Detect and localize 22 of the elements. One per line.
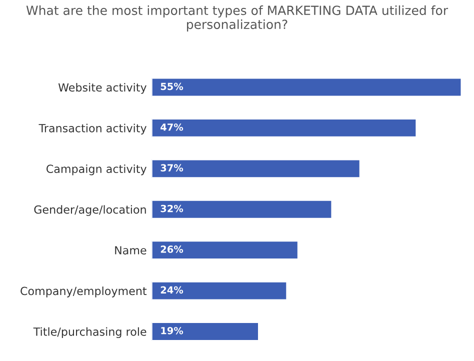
bar bbox=[152, 158, 361, 179]
y-tick-label: Transaction activity bbox=[38, 124, 146, 135]
data-label: 26% bbox=[160, 246, 184, 253]
y-tick-label: Campaign activity bbox=[46, 164, 146, 176]
chart-title: What are the most important types of MARKETING DATA utilized for personalization? bbox=[26, 5, 448, 32]
data-label: 32% bbox=[160, 204, 184, 212]
bar bbox=[152, 77, 462, 98]
y-tick-label: Gender/age/location bbox=[34, 205, 146, 216]
y-tick-label: Title/purchasing role bbox=[33, 327, 146, 338]
y-tick-label: Website activity bbox=[58, 83, 146, 94]
bar bbox=[152, 118, 418, 138]
y-tick-label: Company/employment bbox=[20, 286, 147, 298]
data-label: 19% bbox=[161, 326, 184, 334]
data-label: 55% bbox=[160, 82, 184, 90]
data-label: 24% bbox=[160, 286, 184, 294]
y-tick-label: Name bbox=[115, 246, 146, 254]
bar bbox=[152, 200, 333, 220]
bar bbox=[152, 240, 299, 260]
bar bbox=[152, 322, 260, 342]
data-label: 47% bbox=[160, 123, 184, 131]
bar bbox=[152, 280, 288, 301]
data-label: 37% bbox=[160, 164, 184, 172]
